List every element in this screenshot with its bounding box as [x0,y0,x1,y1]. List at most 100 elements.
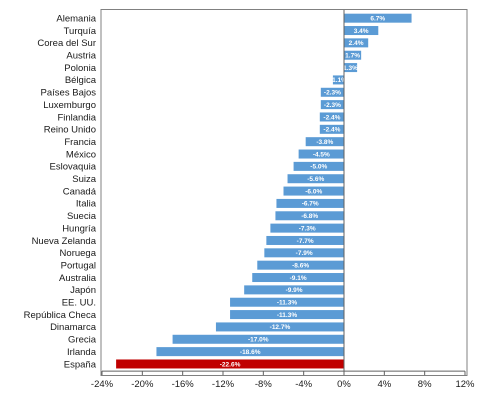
x-tick-label: -4% [295,379,312,390]
data-label: -1.1% [330,77,347,84]
bar [319,112,344,122]
category-label: Polonia [64,63,96,74]
bar [276,198,344,208]
data-label: -2.3% [324,90,341,97]
bar [298,149,344,159]
bar [319,124,344,134]
data-label: -11.3% [277,312,297,319]
bar [230,310,344,320]
x-tick-label: 0% [337,379,351,390]
x-tick-label: 8% [418,379,432,390]
bar [116,359,344,369]
bar [156,347,344,357]
category-label: Grecia [68,335,97,346]
x-tick-label: 4% [377,379,391,390]
category-label: Eslovaquia [50,162,97,173]
category-label: Francia [64,137,96,148]
bar [332,75,344,85]
category-label: España [64,359,97,370]
bar [344,13,412,23]
category-label: Portugal [61,260,96,271]
data-labels-group: 6.7%3.4% 2.4% 1.7% 1.3% -1.1% -2.3% -2.3% -2.4%… [220,15,386,368]
category-label: Luxemburgo [43,100,96,111]
category-label: Reino Unido [44,125,96,136]
bar [283,186,344,196]
bar [266,235,344,245]
bar [252,273,344,283]
category-label: Dinamarca [50,322,97,333]
plot-frame [100,9,468,376]
data-label: -4.5% [313,151,330,158]
category-label: Finlandia [57,112,96,123]
bar [264,248,344,258]
category-label: Corea del Sur [37,38,96,49]
category-label: Países Bajos [41,88,97,99]
x-tick-label: -16% [172,379,195,390]
x-tick-label: -12% [212,379,235,390]
category-label: Nueva Zelanda [32,236,97,247]
data-label: -2.4% [323,114,340,121]
bar [305,137,344,147]
data-label: -2.3% [324,102,341,109]
data-label: -18.6% [240,349,261,356]
category-label: Bélgica [65,75,97,86]
category-label: Hungría [62,223,97,234]
bars-group [116,13,412,369]
bar [344,38,369,48]
bar [344,50,362,60]
data-label: 6.7% [370,15,385,22]
x-tick-label: -24% [91,379,114,390]
data-label: -9.9% [286,287,303,294]
category-label: Austria [66,51,96,62]
category-label: Irlanda [67,347,97,358]
data-label: -2.4% [323,127,340,134]
data-label: 1.7% [345,53,360,60]
category-label: Suiza [72,174,96,185]
category-label: EE. UU. [62,298,96,309]
category-label: Canadá [63,186,97,197]
category-label: Turquía [64,26,97,37]
category-label: Japón [70,285,96,296]
data-label: -12.7% [270,324,291,331]
bar [270,223,344,233]
data-label: 3.4% [354,28,369,35]
data-label: -5.6% [307,176,324,183]
data-label: -7.3% [299,225,316,232]
bar [215,322,344,332]
category-label: República Checa [24,310,97,321]
bar [344,26,379,36]
data-label: -6.8% [301,213,318,220]
bar [172,334,344,344]
bar [287,174,344,184]
x-tick-label: -8% [255,379,272,390]
x-tick-label: -20% [131,379,154,390]
bar [344,63,358,73]
data-label: -5.0% [310,164,327,171]
data-label: 1.3% [343,65,358,72]
category-label: Noruega [60,248,97,259]
data-label: -7.7% [297,238,314,245]
data-label: -17.0% [248,337,269,344]
data-label: -6.0% [305,188,322,195]
bar [320,100,344,110]
bar [275,211,344,221]
data-label: -22.6% [220,361,241,368]
bar [320,87,344,97]
bar [230,297,344,307]
x-tick-label: 12% [455,379,475,390]
x-ticks-group: -24% -20% -16% -12% -8% -4% 0% 4% 8% 12% [91,371,475,390]
category-label: Italia [76,199,97,210]
category-label: México [66,149,96,160]
category-label: Suecia [67,211,97,222]
data-label: -7.9% [296,250,313,257]
data-label: -11.3% [277,300,297,307]
data-label: -3.8% [316,139,333,146]
category-label: Alemania [56,13,96,24]
data-label: -8.6% [292,262,309,269]
bar [293,161,344,171]
data-label: -9.1% [290,275,307,282]
category-label: Australia [59,273,97,284]
bar [257,260,344,270]
